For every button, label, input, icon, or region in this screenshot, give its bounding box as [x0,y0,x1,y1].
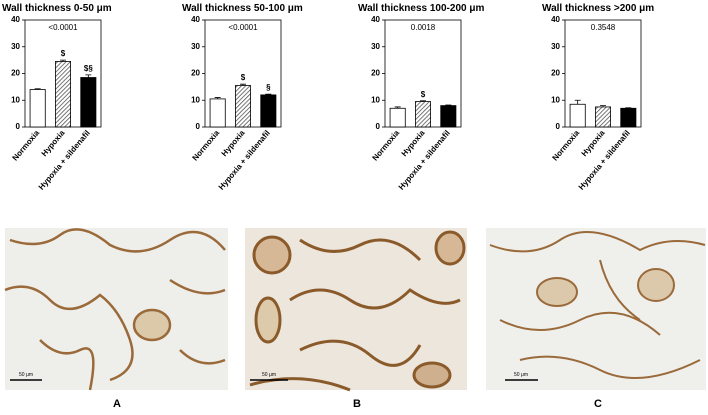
scale-bar-label: 50 μm [19,372,33,378]
x-tick-label: Hypoxia + sildenafil [37,129,92,192]
bar [260,94,277,128]
bar [595,106,612,128]
error-bar [445,104,452,106]
bar [234,85,251,128]
bar [389,107,406,128]
bar [29,89,46,128]
y-tick-label: 0 [196,122,201,131]
panel-label: B [353,398,361,410]
charts: Wall thickness 0-50 μm 0 10 20 30 40 <0.0001 No… [2,3,654,192]
y-tick-label: 0 [556,122,561,131]
error-bar [394,106,401,109]
x-tick-label: Normoxia [371,128,402,162]
bar [440,105,457,128]
chart-title: Wall thickness 100-200 μm [358,3,484,14]
x-tick-label: Normoxia [551,128,582,162]
x-tick-label: Normoxia [11,128,42,162]
micrographs: A 50 μm B 50 μm C 50 μm [4,228,706,410]
error-bar [214,97,221,99]
error-bar [574,99,581,105]
significance-marker: $ [421,90,426,99]
chart-title: Wall thickness >200 μm [542,3,654,14]
y-tick-label: 30 [551,42,560,51]
y-tick-label: 30 [191,42,200,51]
x-tick-label: Hypoxia + sildenafil [577,129,632,192]
y-tick-label: 20 [11,69,20,78]
error-bar [34,88,41,90]
y-tick-label: 20 [551,69,560,78]
y-tick-label: 20 [371,69,380,78]
error-bar [240,83,246,86]
error-bar [600,105,606,107]
y-tick-label: 0 [16,122,21,131]
bar-chart: Wall thickness 100-200 μm 0 10 20 30 40 0.0018… [358,3,484,192]
y-tick-label: 30 [371,42,380,51]
bar-chart: Wall thickness >200 μm 0 10 20 30 40 0.3548 Nor… [542,3,654,192]
y-tick-label: 40 [11,15,20,24]
p-value: 0.0018 [411,23,436,32]
y-tick-label: 40 [551,15,560,24]
p-value: <0.0001 [228,23,258,32]
panel-label: C [594,398,602,410]
bar [55,61,72,128]
error-bar [625,107,632,109]
micrograph-a [4,228,228,391]
bar [620,107,637,128]
y-tick-label: 10 [371,95,380,104]
scale-bar-label: 50 μm [262,372,276,378]
micrograph-b [245,228,467,392]
scale-bar-label: 50 μm [514,372,528,378]
p-value: 0.3548 [591,23,616,32]
chart-title: Wall thickness 0-50 μm [2,3,112,14]
bar [80,77,97,128]
y-tick-label: 40 [371,15,380,24]
y-tick-label: 10 [551,95,560,104]
p-value: <0.0001 [48,23,78,32]
bar [209,98,226,128]
bar [569,103,586,128]
y-tick-label: 10 [11,95,20,104]
panel-label: A [113,398,121,410]
significance-marker: § [266,83,271,92]
x-tick-label: Hypoxia + sildenafil [397,129,452,192]
significance-marker: $ [61,49,66,58]
y-tick-label: 20 [191,69,200,78]
micrograph-c [486,228,706,390]
bar-chart: Wall thickness 50-100 μm 0 10 20 30 40 <0.0001… [182,3,303,192]
error-bar [420,100,426,102]
significance-marker: $ [241,73,246,82]
error-bar [60,59,66,62]
x-tick-label: Hypoxia + sildenafil [217,129,272,192]
x-tick-label: Normoxia [191,128,222,162]
y-tick-label: 0 [376,122,381,131]
y-tick-label: 40 [191,15,200,24]
significance-marker: $§ [84,64,93,73]
error-bar [85,74,92,78]
bar [414,101,431,128]
error-bar [265,93,272,95]
y-tick-label: 10 [191,95,200,104]
chart-title: Wall thickness 50-100 μm [182,3,303,14]
y-tick-label: 30 [11,42,20,51]
bar-chart: Wall thickness 0-50 μm 0 10 20 30 40 <0.0001 No… [2,3,112,192]
